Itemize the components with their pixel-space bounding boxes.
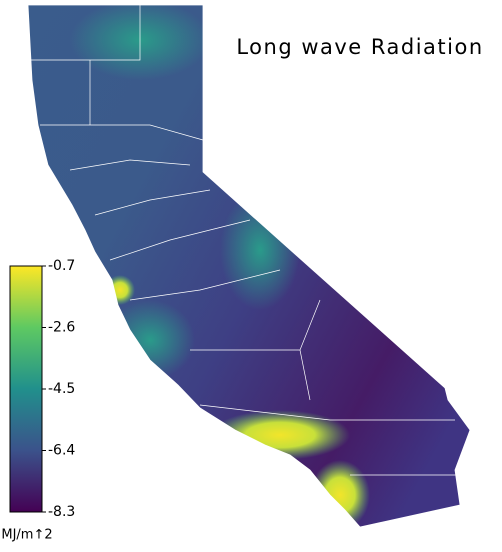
- colorbar-tick-label: -8.3: [48, 504, 75, 520]
- colorbar-tick-label: -2.6: [48, 320, 75, 336]
- map-title: Long wave Radiation: [236, 35, 483, 59]
- colorbar-tick-label: -6.4: [48, 443, 75, 459]
- county-lines: [30, 5, 460, 476]
- colorbar: [9, 265, 43, 513]
- colorbar-tick-label: -0.7: [48, 258, 75, 274]
- colorbar-label: MJ/m↑2: [1, 528, 52, 543]
- state-outline: [27, 4, 471, 528]
- colorbar-tick-label: -4.5: [48, 381, 75, 397]
